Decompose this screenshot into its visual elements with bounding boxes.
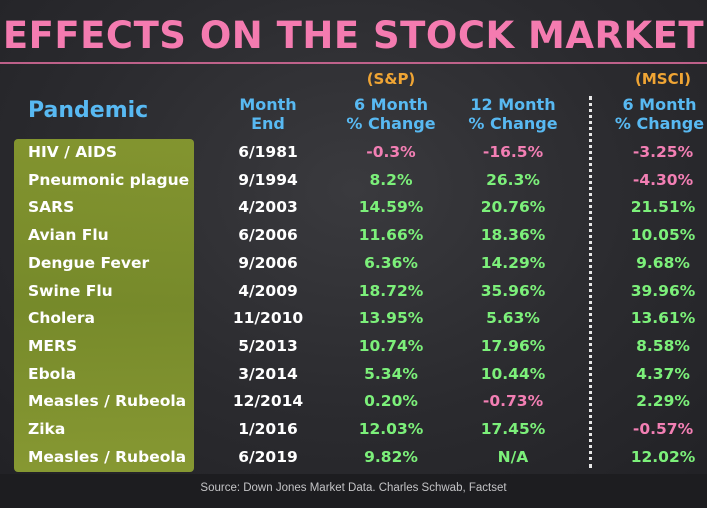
sp-12month-header: 12 Month % Change bbox=[458, 95, 568, 133]
sp-12month-value: 18.36% bbox=[480, 226, 546, 245]
sp-6month-header-line2: % Change bbox=[346, 114, 436, 133]
sp-12month-value: 17.45% bbox=[480, 420, 546, 438]
sp-12month-value: -16.5% bbox=[482, 143, 544, 161]
sp-6month-value: 10.74% bbox=[358, 336, 424, 355]
pandemic-name: Measles / Rubeola bbox=[28, 392, 187, 411]
table-row: Avian Flu 6/2006 11.66% 18.36% 10.05% bbox=[0, 222, 707, 249]
msci-6month-header-line1: 6 Month bbox=[622, 95, 697, 114]
table-row: Pneumonic plague 9/1994 8.2% 26.3% -4.30% bbox=[0, 167, 707, 194]
table-row: Measles / Rubeola 6/2019 9.82% N/A 12.02% bbox=[0, 444, 707, 471]
msci-6month-value: 13.61% bbox=[630, 309, 696, 328]
sp-6month-value: 8.2% bbox=[369, 170, 413, 189]
month-end-value: 12/2014 bbox=[232, 392, 304, 411]
sp-6month-value: 9.82% bbox=[364, 447, 418, 466]
msci-6month-value: -3.25% bbox=[632, 143, 694, 161]
sp-12month-value: 20.76% bbox=[480, 198, 546, 217]
month-end-value: 6/2006 bbox=[238, 226, 298, 245]
month-end-header-line2: End bbox=[251, 114, 285, 133]
sp-12month-value: 17.96% bbox=[480, 336, 546, 355]
table-row: SARS 4/2003 14.59% 20.76% 21.51% bbox=[0, 194, 707, 221]
msci-6month-value: 4.37% bbox=[636, 364, 690, 383]
sp-12month-value: N/A bbox=[497, 447, 529, 466]
month-end-header-line1: Month bbox=[239, 95, 297, 114]
msci-6month-value: 8.58% bbox=[636, 336, 690, 355]
sp-6month-value: -0.3% bbox=[366, 143, 416, 161]
msci-6month-value: 2.29% bbox=[636, 392, 690, 411]
msci-6month-value: 12.02% bbox=[630, 447, 696, 466]
sp-12month-value: 5.63% bbox=[486, 309, 540, 328]
sp-6month-value: 18.72% bbox=[358, 281, 424, 300]
sp-12month-value: 26.3% bbox=[486, 170, 540, 189]
table-row: Cholera 11/2010 13.95% 5.63% 13.61% bbox=[0, 305, 707, 332]
msci-source-label: (MSCI) bbox=[634, 70, 692, 88]
chalkboard-background: EFFECTS ON THE STOCK MARKET Pandemic Mon… bbox=[0, 0, 707, 474]
table-row: Zika 1/2016 12.03% 17.45% -0.57% bbox=[0, 416, 707, 443]
month-end-value: 6/2019 bbox=[238, 447, 298, 466]
month-end-value: 9/2006 bbox=[238, 253, 298, 272]
msci-6month-header-line2: % Change bbox=[614, 114, 705, 133]
sp-6month-value: 6.36% bbox=[364, 253, 418, 272]
sp-12month-value: 10.44% bbox=[480, 364, 546, 383]
month-end-value: 3/2014 bbox=[238, 364, 298, 383]
pandemic-name: MERS bbox=[28, 336, 78, 355]
pandemic-name: Ebola bbox=[28, 364, 77, 383]
msci-divider bbox=[589, 96, 592, 468]
pandemic-name: SARS bbox=[28, 198, 75, 217]
pandemic-name: Dengue Fever bbox=[28, 253, 150, 272]
msci-6month-value: 10.05% bbox=[630, 226, 696, 245]
sp-6month-value: 13.95% bbox=[358, 309, 424, 328]
sp-6month-value: 5.34% bbox=[364, 364, 418, 383]
sp-12month-value: 14.29% bbox=[480, 253, 546, 272]
msci-6month-value: 21.51% bbox=[630, 198, 696, 217]
month-end-value: 6/1981 bbox=[238, 143, 298, 161]
sp-6month-header: 6 Month % Change bbox=[336, 95, 446, 133]
pandemic-name: Swine Flu bbox=[28, 281, 113, 300]
page-title: EFFECTS ON THE STOCK MARKET bbox=[2, 14, 705, 57]
sp-source-label: (S&P) bbox=[366, 70, 416, 88]
month-end-value: 4/2009 bbox=[238, 281, 298, 300]
table-row: Dengue Fever 9/2006 6.36% 14.29% 9.68% bbox=[0, 250, 707, 277]
table-row: Measles / Rubeola 12/2014 0.20% -0.73% 2.29% bbox=[0, 388, 707, 415]
sp-6month-header-line1: 6 Month bbox=[353, 95, 429, 114]
sp-12month-value: 35.96% bbox=[480, 281, 546, 300]
msci-6month-header: 6 Month % Change bbox=[612, 95, 707, 133]
msci-6month-value: 39.96% bbox=[630, 281, 696, 300]
sp-12month-value: -0.73% bbox=[482, 392, 544, 411]
sp-12month-header-line1: 12 Month bbox=[470, 95, 556, 114]
pandemic-column-highlight bbox=[14, 139, 194, 472]
month-end-value: 9/1994 bbox=[238, 170, 298, 189]
month-end-header: Month End bbox=[222, 95, 314, 133]
msci-6month-value: -0.57% bbox=[632, 420, 694, 438]
sp-6month-value: 0.20% bbox=[364, 392, 418, 411]
month-end-value: 5/2013 bbox=[238, 336, 298, 355]
pandemic-name: Pneumonic plague bbox=[28, 170, 190, 189]
msci-6month-value: -4.30% bbox=[632, 170, 694, 189]
pandemic-name: Zika bbox=[28, 420, 66, 438]
sp-12month-header-line2: % Change bbox=[468, 114, 558, 133]
table-row: Swine Flu 4/2009 18.72% 35.96% 39.96% bbox=[0, 278, 707, 305]
pandemic-name: Measles / Rubeola bbox=[28, 447, 187, 466]
table-row: Ebola 3/2014 5.34% 10.44% 4.37% bbox=[0, 361, 707, 388]
msci-6month-value: 9.68% bbox=[636, 253, 690, 272]
sp-6month-value: 11.66% bbox=[358, 226, 424, 245]
pandemic-name: Avian Flu bbox=[28, 226, 109, 245]
sp-6month-value: 12.03% bbox=[358, 420, 424, 438]
month-end-value: 1/2016 bbox=[238, 420, 298, 438]
pandemic-name: HIV / AIDS bbox=[28, 143, 117, 161]
table-row: HIV / AIDS 6/1981 -0.3% -16.5% -3.25% bbox=[0, 139, 707, 166]
sp-6month-value: 14.59% bbox=[358, 198, 424, 217]
source-footer: Source: Down Jones Market Data. Charles … bbox=[0, 474, 707, 508]
pandemic-name: Cholera bbox=[28, 309, 95, 328]
month-end-value: 11/2010 bbox=[232, 309, 304, 328]
table-row: MERS 5/2013 10.74% 17.96% 8.58% bbox=[0, 333, 707, 360]
month-end-value: 4/2003 bbox=[238, 198, 298, 217]
pandemic-column-header: Pandemic bbox=[28, 98, 149, 123]
title-underline bbox=[0, 62, 707, 64]
